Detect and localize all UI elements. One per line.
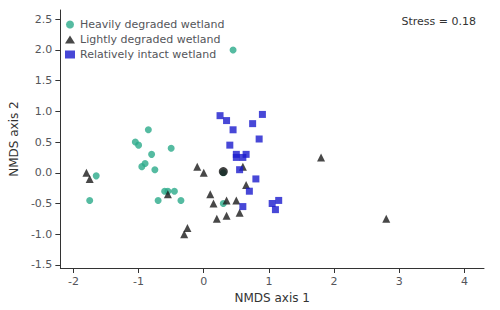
svg-text:NMDS axis 1: NMDS axis 1 (234, 291, 310, 305)
svg-text:-1: -1 (133, 275, 144, 288)
svg-text:-1.0: -1.0 (31, 228, 52, 241)
svg-text:-1.5: -1.5 (31, 258, 52, 271)
svg-text:0.0: 0.0 (35, 166, 53, 179)
svg-text:1: 1 (265, 275, 272, 288)
svg-text:-0.5: -0.5 (31, 197, 52, 210)
svg-text:Stress = 0.18: Stress = 0.18 (401, 15, 476, 28)
svg-text:-2: -2 (68, 275, 79, 288)
svg-text:1.0: 1.0 (35, 105, 53, 118)
svg-text:2.0: 2.0 (35, 43, 53, 56)
svg-text:NMDS axis 2: NMDS axis 2 (7, 101, 21, 177)
svg-text:2.5: 2.5 (35, 13, 53, 26)
svg-text:0: 0 (200, 275, 207, 288)
svg-text:2: 2 (331, 275, 338, 288)
svg-text:3: 3 (396, 275, 403, 288)
svg-text:0.5: 0.5 (35, 136, 53, 149)
svg-text:Lightly degraded wetland: Lightly degraded wetland (80, 33, 221, 46)
svg-text:4: 4 (461, 275, 468, 288)
svg-text:Relatively intact wetland: Relatively intact wetland (80, 48, 216, 61)
svg-text:1.5: 1.5 (35, 74, 53, 87)
svg-text:Heavily degraded wetland: Heavily degraded wetland (80, 18, 224, 31)
